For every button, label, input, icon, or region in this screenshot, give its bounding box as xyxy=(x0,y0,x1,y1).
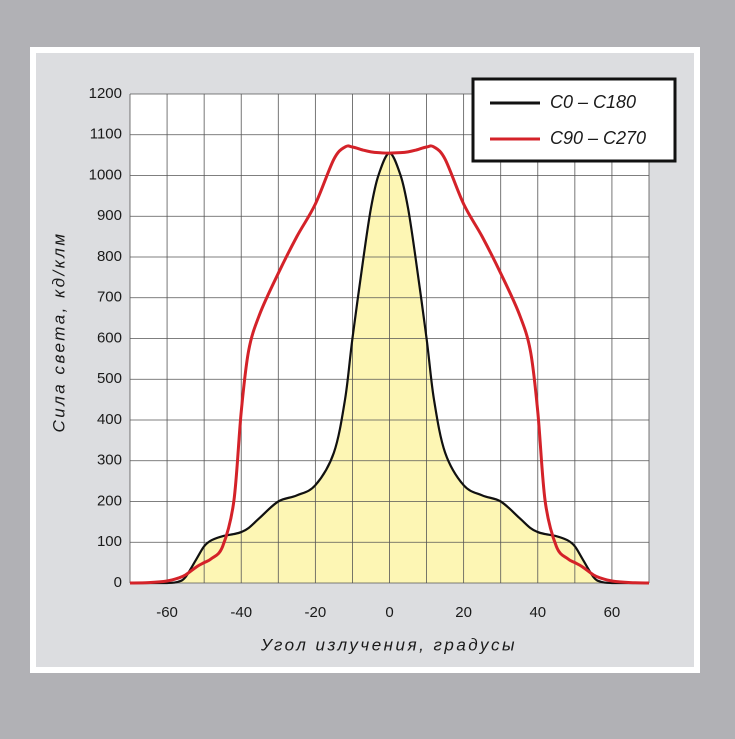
y-tick-label: 700 xyxy=(97,289,122,306)
legend xyxy=(471,77,677,163)
legend-label: C0 – C180 xyxy=(550,92,636,112)
y-tick-label: 200 xyxy=(97,492,122,509)
line xyxy=(129,144,650,585)
y-tick-label: 1100 xyxy=(90,126,122,143)
y-tick-label: 900 xyxy=(97,207,122,224)
y-tick-label: 1200 xyxy=(89,85,122,102)
y-axis-label: Сила света, кд/клм xyxy=(49,231,68,432)
y-tick-label: 100 xyxy=(97,533,122,550)
y-tick-label: 400 xyxy=(97,411,122,428)
y-tick-label: 500 xyxy=(97,370,122,387)
x-tick-label: 40 xyxy=(529,604,546,621)
y-tick-label: 300 xyxy=(97,452,122,469)
x-tick-label: 60 xyxy=(604,604,621,621)
y-tick-label: 800 xyxy=(97,248,122,265)
x-tick-label: -60 xyxy=(156,604,178,621)
x-tick-label: -40 xyxy=(230,604,252,621)
legend-label: C90 – C270 xyxy=(550,128,646,148)
y-tick-label: 0 xyxy=(114,574,122,591)
x-axis-label: Угол излучения, градусы xyxy=(260,635,517,654)
x-tick-label: 0 xyxy=(385,604,393,621)
x-tick-label: 20 xyxy=(455,604,472,621)
y-tick-label: 600 xyxy=(97,329,122,346)
x-tick-label: -20 xyxy=(305,604,327,621)
y-tick-label: 1000 xyxy=(89,166,122,183)
